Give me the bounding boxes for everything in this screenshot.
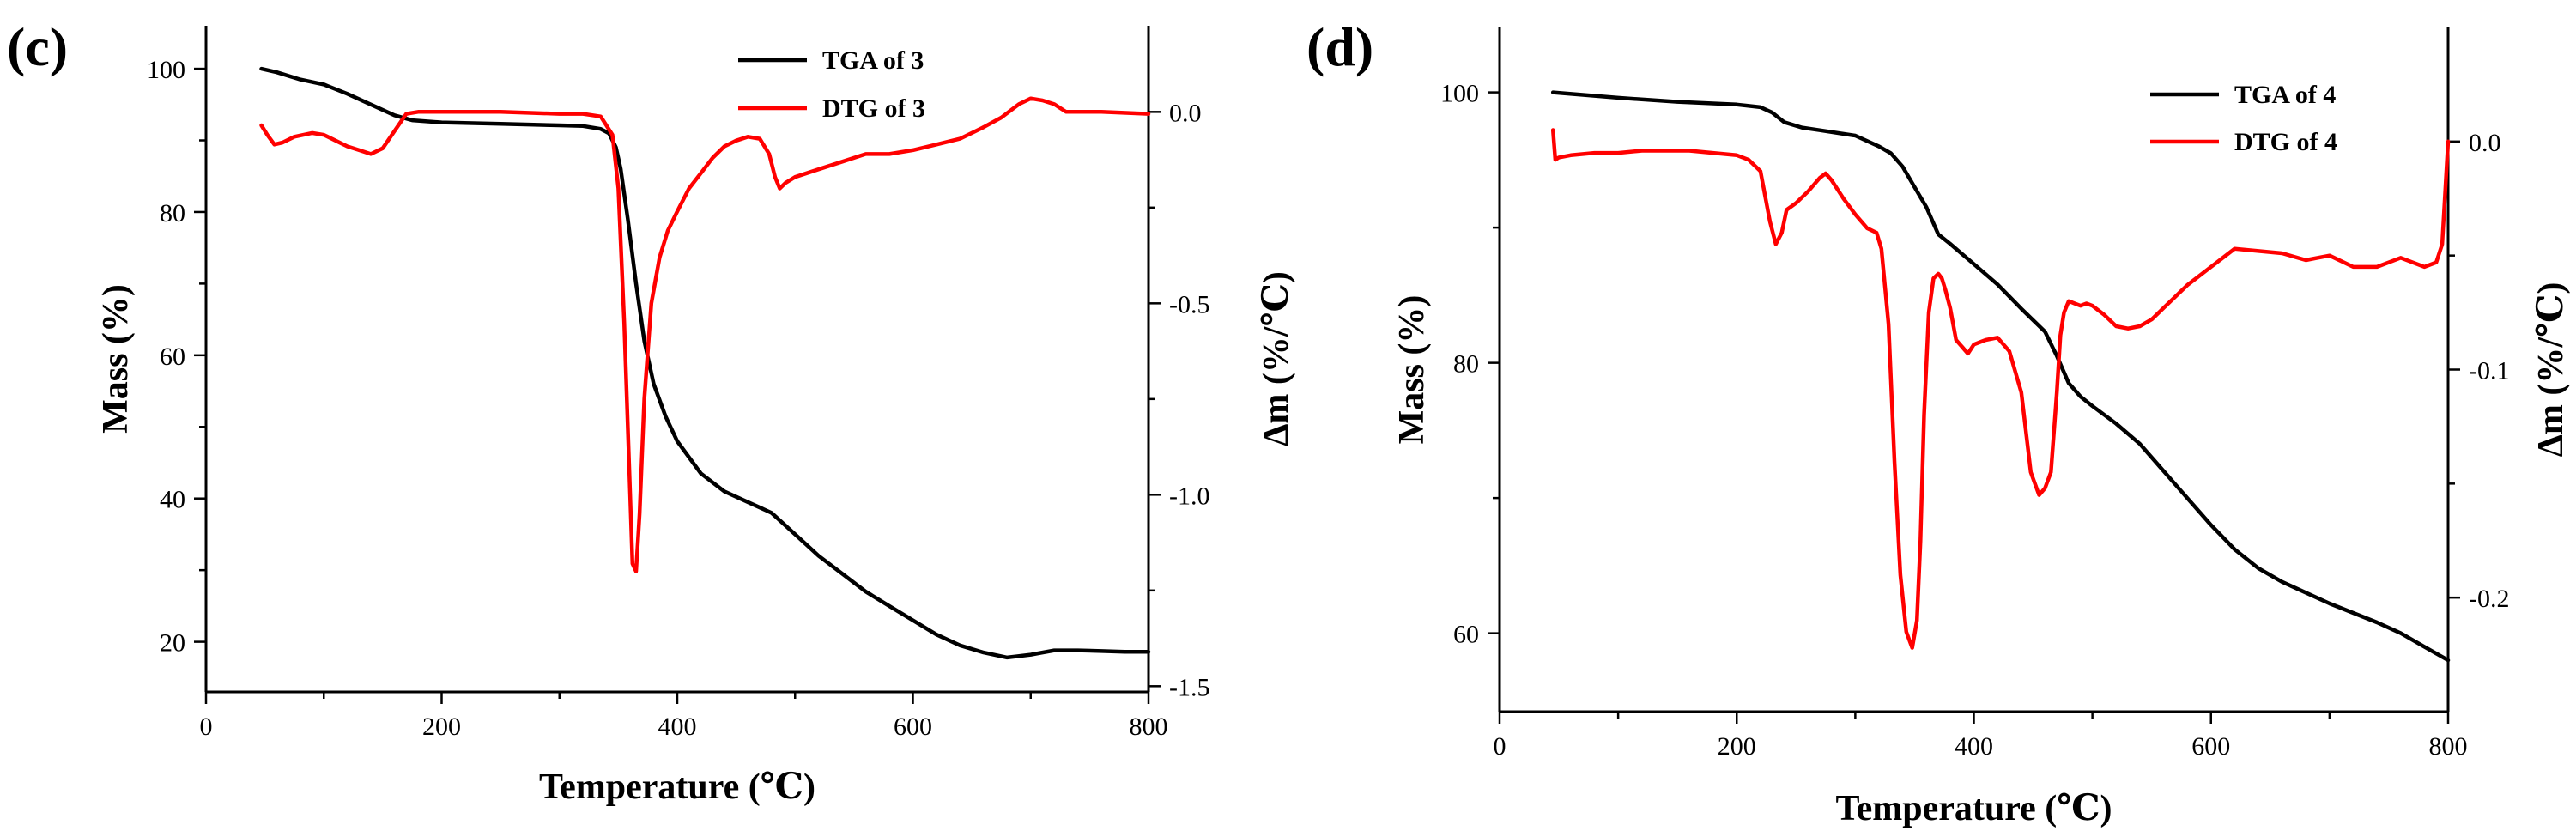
x-tick-label: 400 <box>1955 732 1993 761</box>
y-tick-label: 60 <box>1453 621 1479 649</box>
x-tick-label: 600 <box>2191 732 2230 761</box>
y-axis-title: Mass (%) <box>1392 295 1432 445</box>
y2-tick-label: -0.5 <box>1169 290 1210 318</box>
x-tick-label: 200 <box>1718 732 1756 761</box>
x-axis-title: Temperature (℃) <box>539 767 815 807</box>
chart-panel-d: 0 200 400 600 800 60 80 100 0.0 -0.1 -0.2 TGA of 4 D… <box>1306 16 2571 828</box>
x-tick-label: 800 <box>1130 713 1168 741</box>
chart-panel-c: 0 200 400 600 800 20 40 60 80 100 0.0 -0.5 -1.0 -1.5 T… <box>7 16 1296 807</box>
y2-tick-label: -0.1 <box>2469 357 2510 385</box>
y2-tick-label: 0.0 <box>1169 99 1202 127</box>
y2-tick-label: -1.0 <box>1169 482 1210 510</box>
legend-label: TGA of 4 <box>2234 81 2336 109</box>
x-tick-label: 400 <box>658 713 697 741</box>
series-line-dtg <box>259 96 1151 573</box>
legend-label: TGA of 3 <box>822 46 924 75</box>
x-tick-label: 800 <box>2429 732 2468 761</box>
y2-tick-label: 0.0 <box>2469 129 2501 157</box>
x-axis-title: Temperature (℃) <box>1835 789 2112 828</box>
y-tick-label: 80 <box>1453 350 1479 379</box>
y2-tick-label: -1.5 <box>1169 673 1210 701</box>
y2-axis-title: Δm (%/℃) <box>2531 282 2571 458</box>
y-tick-label: 100 <box>147 56 185 84</box>
y-tick-label: 100 <box>1440 80 1479 108</box>
y-tick-label: 60 <box>160 343 185 371</box>
x-tick-label: 0 <box>200 713 213 741</box>
series-line-tga <box>259 66 1151 660</box>
y2-tick-label: -0.2 <box>2469 585 2510 613</box>
series-line-dtg <box>1550 128 2451 650</box>
legend-label: DTG of 3 <box>822 94 925 123</box>
y-tick-label: 20 <box>160 629 185 658</box>
x-tick-label: 0 <box>1494 732 1506 761</box>
x-tick-label: 200 <box>422 713 461 741</box>
x-tick-label: 600 <box>894 713 932 741</box>
y-tick-label: 80 <box>160 199 185 227</box>
y-tick-label: 40 <box>160 486 185 514</box>
series-line-tga <box>1550 90 2451 663</box>
y2-axis-title: Δm (%/℃) <box>1257 271 1296 446</box>
legend-label: DTG of 4 <box>2234 128 2337 156</box>
panel-label: (d) <box>1306 16 1373 77</box>
y-axis-title: Mass (%) <box>96 284 136 434</box>
panel-label: (c) <box>7 16 68 77</box>
